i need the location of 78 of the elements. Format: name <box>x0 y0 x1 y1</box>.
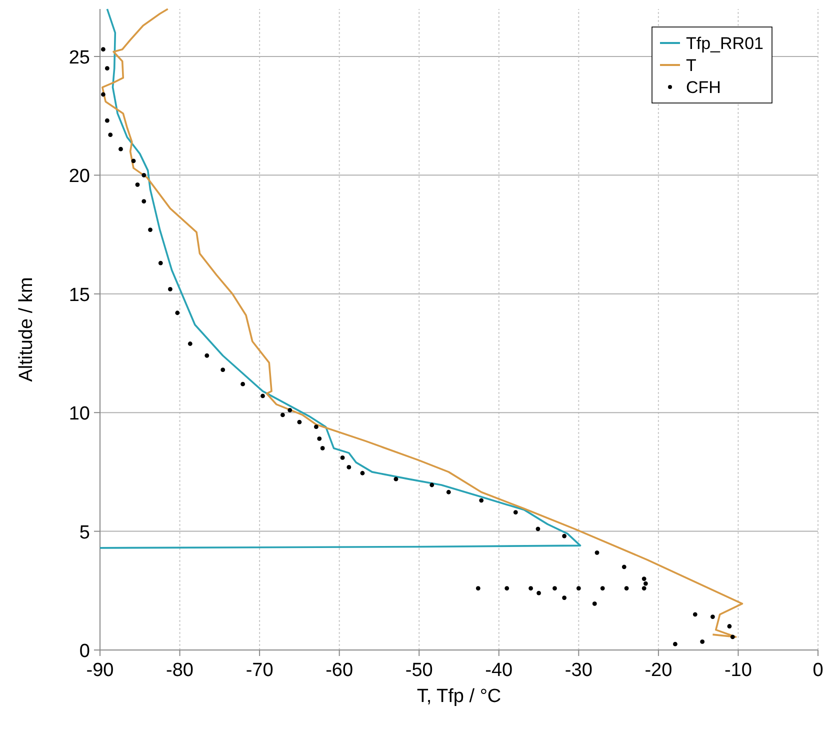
line-series <box>99 8 582 549</box>
point <box>642 586 646 590</box>
legend-label: T <box>686 56 696 75</box>
point <box>576 586 581 590</box>
point <box>100 92 106 97</box>
x-tick-label: 0 <box>812 660 824 681</box>
point <box>592 602 597 606</box>
point <box>104 118 110 123</box>
point <box>536 590 541 596</box>
x-tick-label: -70 <box>246 660 274 681</box>
point <box>100 47 106 52</box>
point <box>562 596 567 600</box>
point <box>108 132 113 138</box>
point <box>280 412 285 418</box>
point <box>142 199 146 204</box>
x-axis-title: T, Tfp / °C <box>416 686 502 707</box>
point <box>168 286 172 292</box>
point <box>642 576 646 581</box>
point <box>340 456 345 460</box>
x-tick-label: -20 <box>644 660 672 681</box>
point <box>673 642 678 646</box>
x-tick-label: -40 <box>485 660 513 681</box>
point <box>710 614 715 619</box>
point <box>135 182 140 187</box>
y-tick-label: 25 <box>68 47 90 68</box>
point <box>131 158 136 164</box>
point <box>260 394 265 398</box>
point <box>148 228 152 232</box>
point <box>730 634 735 640</box>
point <box>346 464 352 470</box>
point <box>692 612 698 617</box>
point <box>513 510 518 515</box>
y-axis-title: Altitude / km <box>16 277 37 382</box>
point <box>504 586 510 590</box>
point <box>479 498 484 503</box>
point <box>430 482 434 488</box>
legend-label: Tfp_RR01 <box>686 34 764 53</box>
x-tick-label: -10 <box>724 660 752 681</box>
point <box>288 408 292 412</box>
point <box>297 420 302 424</box>
point <box>320 446 325 450</box>
point <box>528 586 533 590</box>
x-tick-label: -80 <box>166 660 194 681</box>
point <box>624 586 629 590</box>
y-tick-label: 20 <box>68 166 90 188</box>
y-tick-label: 10 <box>68 404 90 425</box>
point <box>700 639 705 644</box>
legend-label: CFH <box>686 78 721 97</box>
point <box>220 368 226 372</box>
point <box>622 564 626 570</box>
y-tick-label: 5 <box>79 522 90 544</box>
x-tick-label: -60 <box>326 660 354 681</box>
point <box>240 382 245 386</box>
point <box>536 526 540 532</box>
point <box>104 66 110 71</box>
point <box>446 490 451 494</box>
point <box>594 550 600 555</box>
point <box>552 586 557 590</box>
point <box>188 342 192 346</box>
point <box>314 424 318 430</box>
point <box>360 470 365 476</box>
point <box>727 624 732 628</box>
point <box>394 476 398 482</box>
point <box>158 260 163 266</box>
point <box>643 581 648 586</box>
point <box>562 534 567 538</box>
x-tick-label: -90 <box>86 660 114 681</box>
point <box>142 172 146 178</box>
x-tick-label: -50 <box>405 660 433 681</box>
point <box>600 586 605 590</box>
y-tick-label: 15 <box>68 284 90 306</box>
point <box>476 586 480 590</box>
point <box>204 353 210 358</box>
y-tick-label: 0 <box>79 641 90 662</box>
point <box>317 436 322 441</box>
point <box>118 146 123 152</box>
point <box>175 310 180 316</box>
x-tick-label: -30 <box>564 660 592 681</box>
